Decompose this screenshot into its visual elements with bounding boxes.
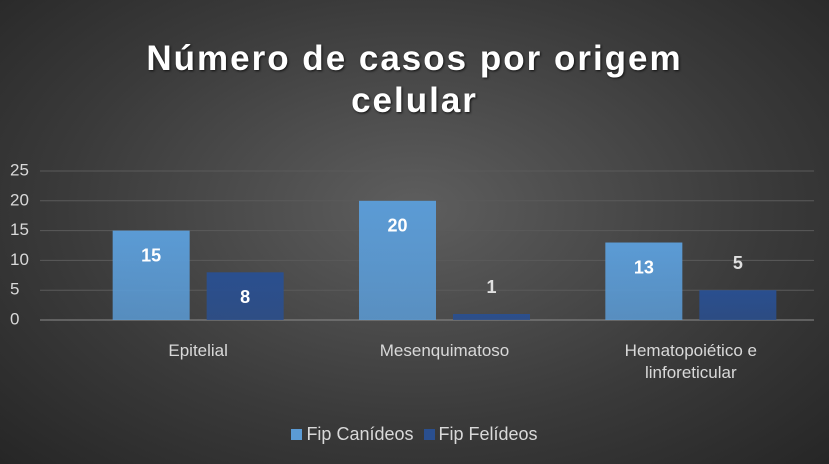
- legend-item: Fip Canídeos: [291, 424, 414, 445]
- legend-swatch: [291, 429, 303, 440]
- x-tick-label: Hematopoiético e linforeticular: [624, 341, 757, 382]
- legend-swatch: [423, 429, 435, 440]
- y-tick-label: 10: [10, 250, 29, 269]
- bar: [359, 200, 436, 320]
- legend: Fip Canídeos Fip Felídeos: [0, 424, 829, 445]
- data-label: 20: [387, 216, 407, 236]
- x-tick-label: Mesenquimatoso: [379, 341, 510, 360]
- data-label: 5: [733, 253, 743, 273]
- bar: [699, 290, 777, 320]
- y-tick-label: 5: [10, 280, 19, 299]
- y-tick-label: 25: [10, 160, 29, 179]
- data-label: 8: [240, 287, 250, 307]
- legend-label: Fip Canídeos: [306, 424, 414, 444]
- x-tick-label: Epitelial: [168, 341, 228, 360]
- bar: [206, 272, 284, 320]
- chart-title: Número de casos por origem celular: [146, 39, 683, 120]
- y-tick-label: 0: [10, 309, 19, 328]
- y-tick-label: 15: [10, 220, 29, 239]
- bar: [112, 230, 190, 320]
- bar: [453, 314, 530, 320]
- data-label: 13: [634, 257, 654, 277]
- data-label: 15: [141, 245, 161, 265]
- bar: [605, 242, 683, 320]
- data-label: 1: [486, 277, 496, 297]
- y-tick-label: 20: [10, 190, 29, 209]
- legend-label: Fip Felídeos: [438, 424, 538, 444]
- legend-item: Fip Felídeos: [423, 424, 538, 445]
